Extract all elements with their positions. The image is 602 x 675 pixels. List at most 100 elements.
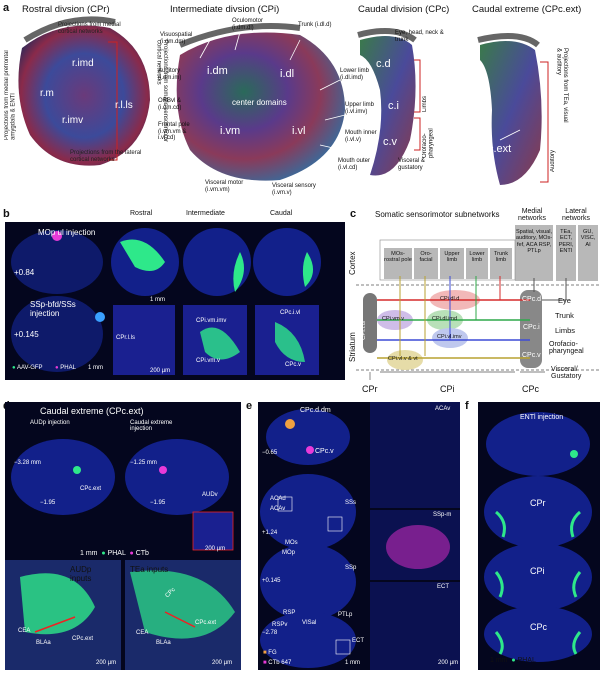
d-bl-cea: CEA xyxy=(18,628,31,634)
e-ect-panel: ECT xyxy=(437,584,449,590)
e-cpcv: CPc.v xyxy=(315,448,334,455)
cpr-label-rm: r.m xyxy=(40,88,54,99)
cpi-annot-mouthinner: Mouth inner (i.vl.v) xyxy=(345,130,377,143)
cpcext-annot-auditory: Auditory xyxy=(550,149,556,172)
cpr-annot-somatic: Projections from somatic sensorimotor co… xyxy=(155,40,168,143)
d-caudal-injection: Caudal extreme injection xyxy=(130,420,173,432)
c-box-lowerlimb: Lower limb xyxy=(466,248,488,279)
cpr-label-rimv: r.imv xyxy=(62,115,84,126)
e-legend-fg: ■ FG xyxy=(263,650,277,656)
d-br-cea: CEA xyxy=(136,630,149,636)
panel-b-image xyxy=(5,222,345,380)
cpi-annot-orbvl: ORBvl & (i.dm.cd) xyxy=(158,98,182,111)
b-scale-1mm: 1 mm xyxy=(88,365,103,371)
c-bottom-cpr: CPr xyxy=(362,384,378,394)
c-title: Somatic sensorimotor subnetworks xyxy=(375,210,500,219)
cpc-shape xyxy=(360,36,416,176)
b-col-caudal: Caudal xyxy=(270,210,293,217)
panel-e-image xyxy=(258,402,460,670)
a-title-cpc: Caudal division (CPc) xyxy=(358,4,450,15)
c-striatal-cpcv: CPc.v xyxy=(522,352,541,359)
panel-b-label: b xyxy=(3,208,10,220)
cpi-region-ivm: i.vm xyxy=(220,125,241,137)
c-striatal-cpivmv: CPi.vm.v xyxy=(382,316,404,322)
cpi-annot-lowerlimb: Lower limb (i.dl.imd) xyxy=(340,68,370,81)
e-scale-1mm: 1 mm xyxy=(345,660,360,666)
c-striatal-cpidlimd: CPi.dl.imd xyxy=(432,316,458,322)
cpr-shape xyxy=(18,25,150,166)
c-box-medial: Spatial, visual, auditory, MOs-fef, ACA … xyxy=(515,225,553,281)
d-bl-title: AUDp inputs xyxy=(70,565,92,583)
e-acav: ACAv xyxy=(270,506,286,512)
c-striatal-cpivlv: CPi.vl.v & vt xyxy=(388,356,418,362)
d-scale-200: 200 µm xyxy=(205,546,226,552)
e-rsp: RSP xyxy=(283,610,296,616)
d-label-328: −3.28 mm xyxy=(14,460,41,466)
e-sss: SSs xyxy=(345,500,357,506)
c-box-trunklimb: Trunk limb xyxy=(490,248,512,279)
f-cpi: CPi xyxy=(530,566,545,576)
cpr-annot-medial: Projections from medial cortical network… xyxy=(58,22,121,35)
c-striatal-cpivlimv: CPi.vl.imv xyxy=(437,334,462,340)
c-output-eye: Eye xyxy=(558,296,571,305)
e-visal: VISal xyxy=(302,620,317,626)
cpc-annot-oro: Orofacio-pharyngeal xyxy=(422,128,435,158)
c-striatal-cpidld: CPi.dl.d xyxy=(440,296,460,302)
a-title-cpi: Intermediate divsion (CPi) xyxy=(170,4,280,15)
c-bottom-cpi: CPi xyxy=(440,384,455,394)
panel-a-label: a xyxy=(3,2,10,14)
cpi-region-ivl: i.vl xyxy=(292,125,306,137)
cpc-annot-eye: Eye, head, neck & trunk xyxy=(395,30,444,43)
d-br-scale: 200 µm xyxy=(212,660,233,666)
cpi-annot-frontalpole: Frontal pole (i.vm.vm & i.vl.cd) xyxy=(158,122,190,142)
cpc-annot-limbs: Limbs xyxy=(422,95,428,112)
cpc-label-cd: c.d xyxy=(376,58,391,70)
cpi-annot-upperlimb: Upper limb (i.vl.imv) xyxy=(345,102,375,115)
c-striatal-cpcd: CPc.d xyxy=(522,296,542,303)
d-br-cpcext: CPc.ext xyxy=(195,620,217,626)
c-striatal-cpci: CPc.i xyxy=(523,324,540,331)
b-label-0145: +0.145 xyxy=(14,330,39,339)
cpr-label-rlls: r.l.ls xyxy=(115,100,133,111)
panel-c-label: c xyxy=(350,208,357,220)
cpc-label-ci: c.i xyxy=(388,100,399,112)
c-bottom-cpc: CPc xyxy=(522,384,540,394)
d-legend: 1 mm ● PHAL ● CTb xyxy=(80,550,149,557)
e-278: −2.78 xyxy=(262,630,278,636)
b-region-cprlls: CPr.l.ls xyxy=(116,335,136,341)
panel-a-illustrations xyxy=(18,16,549,185)
b-region-cpcv: CPc.v xyxy=(285,362,302,368)
cpi-annot-mouthouter: Mouth outer (i.vl.cd) xyxy=(338,158,371,171)
cpi-region-idl: i.dl xyxy=(280,68,295,80)
e-scale-200: 200 µm xyxy=(438,660,459,666)
cpc-label-cv: c.v xyxy=(383,136,398,148)
f-cpr: CPr xyxy=(530,498,546,508)
c-cortex-label: Cortex xyxy=(348,251,357,275)
f-legend: 1 mm ● PHAL xyxy=(490,657,536,664)
b-label-sspbfd: SSp-bfd/SSs injection xyxy=(30,300,76,318)
e-124: +1.24 xyxy=(262,530,278,536)
cpi-annot-oculomotor: Oculomotor (i.dm.dl) xyxy=(232,18,264,31)
cpr-annot-mpfc: Projections from medial prefrontal amygd… xyxy=(4,50,17,140)
cpi-annot-visuospatial: Visuospatial (i.dm.dm) xyxy=(160,32,193,45)
e-cpcddm: CPc.d.dm xyxy=(300,407,331,414)
panel-d-image xyxy=(5,402,241,670)
b-label-mopul: MOp ul injection xyxy=(38,228,96,237)
d-label-195a: −1.95 xyxy=(40,500,56,506)
e-0145: +0.145 xyxy=(262,578,281,584)
b-col-rostral: Rostral xyxy=(130,210,153,217)
cpr-annot-lateral: Projections from the lateral cortical ne… xyxy=(70,150,142,163)
d-label-cpcext: CPc.ext xyxy=(80,486,102,492)
b-scale-1mm-2: 1 mm xyxy=(150,297,165,303)
c-output-visceral: Visceral/ Gustatory xyxy=(551,366,582,380)
c-box-orofacial: Oro-facial xyxy=(414,248,438,279)
cpi-annot-trunk: Trunk (i.dl.d) xyxy=(298,22,332,28)
a-title-cpcext: Caudal extreme (CPc.ext) xyxy=(472,4,582,15)
c-box-lateral1: TEa, ECT, PERI, ENTI xyxy=(556,225,576,281)
panel-f-image xyxy=(478,402,600,670)
c-striatal-cprlls: CPr.l.ls xyxy=(361,320,367,340)
cpi-annot-visceralmotor: Visceral motor (i.vm.vm) xyxy=(205,180,244,193)
d-br-blaa: BLAa xyxy=(156,640,171,646)
d-bl-blaa: BLAa xyxy=(36,640,51,646)
e-mop: MOp xyxy=(282,550,296,556)
